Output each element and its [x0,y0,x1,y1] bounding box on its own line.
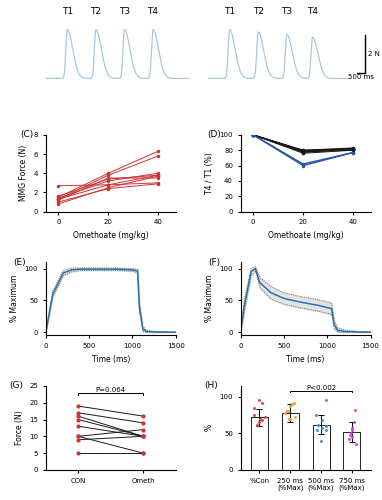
Point [286,415,293,423]
X-axis label: Time (ms): Time (ms) [286,354,325,364]
Point [351,418,357,426]
Text: T3: T3 [119,7,130,16]
Point [254,420,260,428]
Point [259,416,265,424]
Point [314,426,320,434]
Text: P=0.064: P=0.064 [96,386,126,392]
Bar [343,432,361,470]
Text: 500 ms: 500 ms [348,74,374,80]
Point [319,424,325,432]
Point [322,422,329,430]
Bar [282,413,299,470]
Point [315,420,321,428]
Y-axis label: %: % [205,424,214,432]
Bar [251,418,268,470]
Text: P<0.002: P<0.002 [306,386,336,392]
Point [348,430,354,438]
Point [286,415,292,423]
Point [323,426,329,434]
Text: T2: T2 [253,7,264,16]
Text: (E): (E) [13,258,26,267]
Text: (F): (F) [208,258,220,267]
Text: 2 N: 2 N [368,50,380,56]
Point [262,414,268,422]
Point [348,431,354,439]
Point [259,398,265,406]
Point [290,398,296,406]
Text: T1: T1 [62,7,73,16]
Text: (D): (D) [207,130,221,139]
Point [291,414,298,422]
Point [251,411,257,419]
Point [346,436,352,444]
Point [282,409,288,417]
Y-axis label: T4 / T1 (%): T4 / T1 (%) [205,152,214,194]
X-axis label: Time (ms): Time (ms) [92,354,130,364]
Point [353,440,359,448]
Point [352,406,358,414]
Text: (G): (G) [10,381,23,390]
Y-axis label: % Maximum: % Maximum [10,275,19,322]
Text: T4: T4 [147,7,159,16]
X-axis label: Omethoate (mg/kg): Omethoate (mg/kg) [73,231,149,240]
Point [251,404,257,412]
Point [256,396,262,404]
Point [348,424,354,432]
Text: T1: T1 [224,7,235,16]
Point [285,408,291,416]
X-axis label: Omethoate (mg/kg): Omethoate (mg/kg) [268,231,343,240]
Point [256,418,262,426]
Text: T3: T3 [281,7,292,16]
Point [323,396,329,404]
Text: (H): (H) [204,381,218,390]
Point [313,411,319,419]
Y-axis label: Force (N): Force (N) [15,410,24,446]
Point [284,408,290,416]
Y-axis label: % Maximum: % Maximum [205,275,214,322]
Point [319,416,325,424]
Y-axis label: MMG Force (N): MMG Force (N) [19,145,28,202]
Point [287,402,293,409]
Bar [312,424,330,470]
Text: T2: T2 [91,7,101,16]
Point [349,426,355,434]
Text: T4: T4 [307,7,318,16]
Point [349,433,355,441]
Point [318,436,324,444]
Point [289,400,295,408]
Text: (C): (C) [20,130,33,139]
Point [257,415,263,423]
